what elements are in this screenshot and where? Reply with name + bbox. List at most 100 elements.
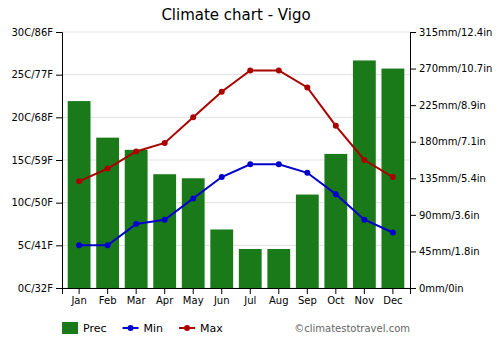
- tick-label: Oct: [327, 295, 344, 306]
- tick: 45mm/1.8in: [410, 246, 480, 257]
- tick-label: 270mm/10.7in: [419, 63, 492, 74]
- tick: Sep: [298, 288, 317, 306]
- axis-domain: [411, 33, 417, 289]
- tick-mark: [136, 288, 137, 294]
- tick: 225mm/8.9in: [410, 100, 486, 111]
- point: [390, 174, 396, 180]
- legend-label: Min: [144, 322, 164, 335]
- tick: 0mm/0in: [410, 283, 464, 294]
- tick: 10C/50F: [11, 197, 62, 208]
- tick-label: Aug: [269, 295, 289, 306]
- tick-label: Mar: [127, 295, 147, 306]
- tick-label: 20C/68F: [11, 112, 53, 123]
- tick-mark: [410, 288, 416, 289]
- tick-label: Nov: [355, 295, 375, 306]
- tick-mark: [56, 288, 62, 289]
- tick-mark: [410, 215, 416, 216]
- tick-label: Jun: [213, 295, 230, 306]
- point: [390, 230, 396, 236]
- tick-mark: [56, 245, 62, 246]
- plot: JanFebMarAprMayJunJulAugSepOctNovDec0C/3…: [11, 27, 492, 335]
- bar: [96, 138, 119, 288]
- tick: Dec: [383, 288, 402, 306]
- point: [333, 191, 339, 197]
- tick-mark: [107, 288, 108, 294]
- tick-mark: [410, 32, 416, 33]
- point: [219, 89, 225, 95]
- tick: Feb: [99, 288, 117, 306]
- legend: Prec Min Max: [62, 322, 223, 335]
- point: [133, 221, 139, 227]
- point: [162, 140, 168, 146]
- tick-label: 5C/41F: [18, 240, 53, 251]
- tick-label: Sep: [298, 295, 317, 306]
- legend-swatch: [62, 322, 78, 334]
- tick-label: 315mm/12.4in: [419, 27, 492, 38]
- point: [190, 114, 196, 120]
- bar: [182, 178, 205, 288]
- tick-label: Feb: [99, 295, 117, 306]
- point: [76, 242, 82, 248]
- tick-label: 25C/77F: [11, 69, 53, 80]
- point: [105, 242, 111, 248]
- tick-mark: [392, 288, 393, 294]
- point: [361, 217, 367, 223]
- tick: Aug: [269, 288, 289, 306]
- point: [304, 84, 310, 90]
- line: [79, 164, 393, 245]
- annotation: ©climatestotravel.com: [294, 323, 410, 334]
- point: [276, 67, 282, 73]
- tick: 270mm/10.7in: [410, 63, 492, 74]
- point: [190, 195, 196, 201]
- bar: [353, 60, 376, 288]
- tick-mark: [56, 75, 62, 76]
- tick-label: 180mm/7.1in: [419, 136, 486, 147]
- legend-label: Max: [200, 322, 223, 335]
- point: [276, 161, 282, 167]
- point: [247, 67, 253, 73]
- tick-mark: [56, 32, 62, 33]
- tick-mark: [56, 203, 62, 204]
- tick: Apr: [156, 288, 174, 306]
- line: [79, 70, 393, 181]
- x-axis: Jan Feb Mar Apr May Jun Jul Aug Sep Oct Nov Dec: [63, 288, 411, 306]
- tick: Oct: [327, 288, 344, 306]
- bar: [239, 249, 262, 288]
- bar: [324, 154, 347, 288]
- legend-item: Min: [123, 322, 164, 335]
- tick: 90mm/3.6in: [410, 210, 480, 221]
- axis-domain: [63, 289, 411, 295]
- point: [105, 166, 111, 172]
- legend-item: Prec: [62, 322, 107, 335]
- tick-label: 10C/50F: [11, 197, 53, 208]
- y-axis: 0C/32F5C/41F10C/50F15C/59F20C/68F25C/77F…: [11, 27, 62, 294]
- tick-mark: [221, 288, 222, 294]
- tick: 15C/59F: [11, 155, 62, 166]
- tick-mark: [278, 288, 279, 294]
- tick: 25C/77F: [11, 69, 62, 80]
- tick: 20C/68F: [11, 112, 62, 123]
- tick-mark: [364, 288, 365, 294]
- tick-mark: [410, 105, 416, 106]
- tick-label: 0mm/0in: [419, 283, 464, 294]
- tick: Nov: [355, 288, 375, 306]
- tick-mark: [56, 160, 62, 161]
- tick-mark: [250, 288, 251, 294]
- bar: [267, 249, 290, 288]
- tick: 180mm/7.1in: [410, 136, 486, 147]
- tick-mark: [307, 288, 308, 294]
- tick: May: [183, 288, 204, 306]
- tick-label: 135mm/5.4in: [419, 173, 486, 184]
- tick-mark: [79, 288, 80, 294]
- bar: [68, 101, 91, 288]
- tick: Jan: [70, 288, 86, 306]
- legend-marker: [128, 325, 134, 331]
- tick: 30C/86F: [11, 27, 62, 38]
- point: [333, 123, 339, 129]
- tick-label: 30C/86F: [11, 27, 53, 38]
- tick: Jul: [243, 288, 256, 306]
- bar: [210, 229, 233, 288]
- point: [304, 170, 310, 176]
- tick-mark: [410, 69, 416, 70]
- tick-label: 225mm/8.9in: [419, 100, 486, 111]
